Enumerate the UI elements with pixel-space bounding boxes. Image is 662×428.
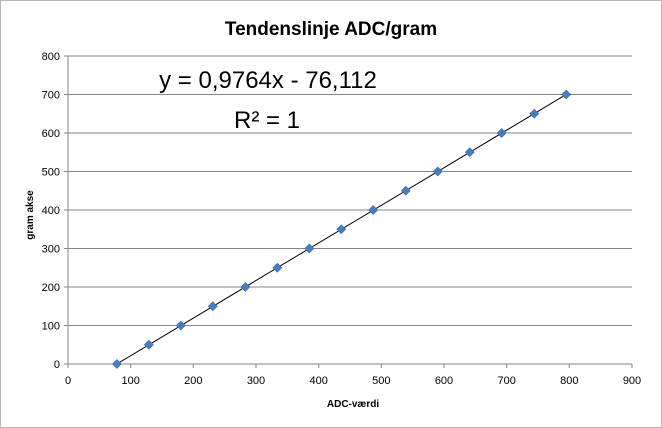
r-squared-label: R² = 1	[234, 107, 300, 134]
gridlines	[68, 55, 632, 326]
y-tick-label: 800	[42, 51, 60, 63]
y-tick-label: 500	[42, 167, 60, 179]
data-point	[336, 224, 347, 235]
x-tick-label: 700	[497, 375, 515, 387]
x-axis-label: ADC-værdi	[327, 399, 379, 410]
data-point	[304, 243, 315, 254]
data-point	[240, 282, 251, 292]
x-tick-label: 400	[309, 375, 327, 387]
x-tick-label: 900	[623, 375, 641, 387]
y-tick-label: 200	[42, 282, 60, 294]
data-point	[529, 108, 540, 119]
data-point	[400, 185, 411, 196]
axes	[64, 55, 633, 368]
data-point	[432, 166, 443, 177]
y-tick-labels: 0 100 200 300 400 500 600 700 800	[42, 51, 60, 371]
data-point	[111, 359, 122, 369]
y-tick-label: 600	[42, 128, 60, 140]
y-tick-label: 0	[54, 359, 60, 371]
trendline-equation: y = 0,9764x - 76,112	[159, 67, 377, 94]
data-point	[496, 128, 507, 138]
y-tick-label: 300	[42, 244, 60, 256]
x-tick-label: 800	[560, 375, 578, 387]
y-tick-label: 400	[42, 205, 60, 217]
y-axis-label: gram akse	[25, 190, 36, 240]
data-point	[368, 205, 379, 215]
y-tick-label: 100	[42, 321, 60, 333]
x-tick-label: 500	[372, 375, 390, 387]
data-point	[143, 339, 154, 350]
chart-title: Tendenslinje ADC/gram	[225, 19, 437, 40]
x-tick-label: 600	[435, 375, 453, 387]
data-point	[207, 301, 218, 312]
x-tick-label: 100	[121, 375, 139, 387]
x-tick-label: 200	[184, 375, 202, 387]
y-tick-label: 700	[42, 90, 60, 102]
data-point	[464, 147, 475, 158]
x-tick-labels: 0 100 200 300 400 500 600 700 800 900	[65, 375, 641, 387]
x-tick-label: 300	[247, 375, 265, 387]
data-points	[111, 89, 572, 369]
data-point	[272, 262, 283, 273]
data-point	[561, 89, 572, 100]
x-tick-label: 0	[65, 375, 71, 387]
data-point	[175, 320, 186, 331]
